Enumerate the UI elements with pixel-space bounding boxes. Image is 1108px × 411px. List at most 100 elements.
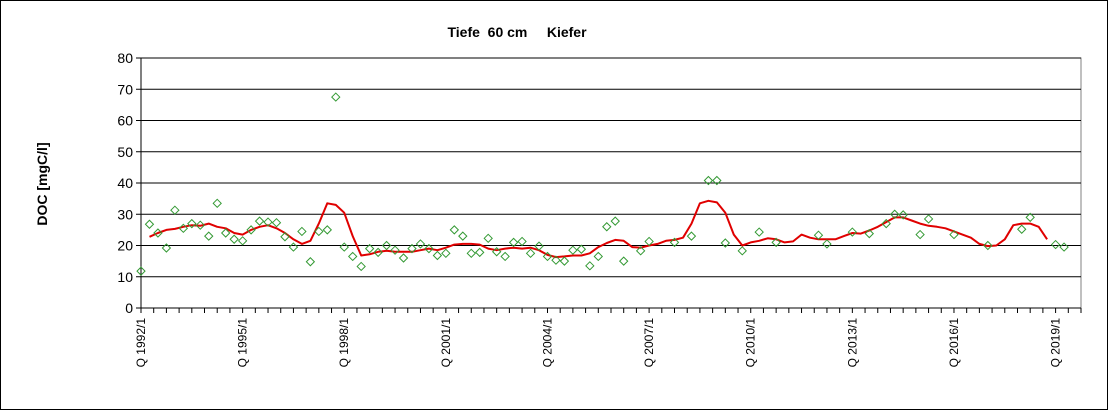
data-point xyxy=(1017,224,1027,234)
data-point xyxy=(254,216,265,226)
data-point xyxy=(212,198,222,209)
data-point xyxy=(441,248,451,259)
y-tick-label: 50 xyxy=(117,144,133,160)
data-point xyxy=(415,239,426,249)
data-point xyxy=(771,237,781,248)
data-point xyxy=(381,240,392,251)
data-point xyxy=(949,229,959,240)
data-point xyxy=(542,251,553,262)
data-point xyxy=(720,238,731,248)
data-point xyxy=(136,266,146,276)
data-point xyxy=(483,233,493,244)
y-tick-label: 10 xyxy=(117,269,133,285)
x-tick-label: Q 2010/1 xyxy=(744,318,758,368)
data-point xyxy=(288,242,299,252)
data-point xyxy=(1050,239,1061,250)
x-tick-label: Q 2001/1 xyxy=(439,318,453,368)
y-tick-label: 40 xyxy=(117,175,133,191)
data-point xyxy=(576,244,587,254)
trend-line xyxy=(149,199,1048,259)
data-point xyxy=(703,175,714,186)
data-point xyxy=(534,241,544,251)
data-point xyxy=(475,247,485,258)
data-point xyxy=(466,248,476,259)
data-point xyxy=(449,225,460,235)
data-point xyxy=(864,228,874,239)
data-point xyxy=(263,217,273,227)
data-point xyxy=(161,243,172,253)
data-point xyxy=(644,236,654,247)
data-point xyxy=(280,232,290,242)
y-tick-label: 60 xyxy=(117,113,133,129)
y-axis-label: DOC [mgC/l] xyxy=(34,142,50,225)
data-point xyxy=(390,245,400,255)
data-point xyxy=(364,243,375,254)
data-point xyxy=(525,248,536,259)
data-point xyxy=(432,250,443,261)
data-point xyxy=(618,256,629,266)
data-point xyxy=(847,227,858,237)
x-tick-label: Q 1992/1 xyxy=(134,318,148,368)
data-point xyxy=(635,246,646,256)
data-point xyxy=(983,240,993,251)
trend-line-series xyxy=(149,199,1048,259)
data-point xyxy=(822,239,832,249)
data-point xyxy=(889,209,900,219)
data-point xyxy=(491,247,502,257)
data-point xyxy=(237,236,248,246)
data-point xyxy=(314,226,324,237)
data-point xyxy=(348,251,358,262)
data-point xyxy=(551,255,561,265)
data-point xyxy=(187,218,197,229)
data-point xyxy=(153,228,163,238)
data-point xyxy=(593,251,604,262)
data-point xyxy=(559,256,570,266)
data-point xyxy=(517,236,527,247)
data-point xyxy=(458,231,468,241)
y-tick-label: 0 xyxy=(125,300,133,316)
data-point xyxy=(915,229,925,240)
data-point xyxy=(686,231,697,241)
data-point xyxy=(339,242,349,252)
scatter-series xyxy=(136,92,1069,276)
data-point xyxy=(610,216,620,226)
data-point xyxy=(398,253,409,263)
data-point xyxy=(220,228,231,238)
y-axis: 0 10 20 30 40 50 60 70 80 xyxy=(117,50,142,316)
y-tick-label: 80 xyxy=(117,50,133,66)
data-point xyxy=(331,92,341,102)
x-tick-label: Q 2016/1 xyxy=(947,318,961,368)
data-point xyxy=(923,214,934,224)
chart-title: Tiefe 60 cm Kiefer xyxy=(447,24,587,40)
y-tick-label: 20 xyxy=(117,238,133,254)
data-point xyxy=(178,223,189,234)
data-point xyxy=(585,261,595,271)
data-point xyxy=(322,225,333,235)
data-point xyxy=(500,251,510,262)
data-point xyxy=(737,246,747,256)
data-point xyxy=(712,175,722,186)
data-point xyxy=(246,225,256,235)
data-point xyxy=(424,243,434,254)
data-point xyxy=(881,218,891,229)
data-point xyxy=(195,220,205,230)
x-tick-label: Q 2007/1 xyxy=(642,318,656,368)
data-point xyxy=(669,237,680,248)
data-point xyxy=(813,230,824,240)
data-point xyxy=(568,245,578,255)
data-point xyxy=(204,231,214,241)
x-tick-label: Q 2013/1 xyxy=(845,318,859,368)
data-point xyxy=(898,210,908,220)
x-tick-label: Q 1998/1 xyxy=(337,318,351,368)
data-point xyxy=(602,222,612,232)
data-point xyxy=(1059,242,1069,252)
data-point xyxy=(170,205,180,215)
data-point xyxy=(373,247,383,258)
data-point xyxy=(508,237,519,248)
data-point xyxy=(1025,212,1035,223)
x-tick-label: Q 2019/1 xyxy=(1049,318,1063,368)
data-point xyxy=(356,261,366,272)
data-point xyxy=(271,217,282,228)
